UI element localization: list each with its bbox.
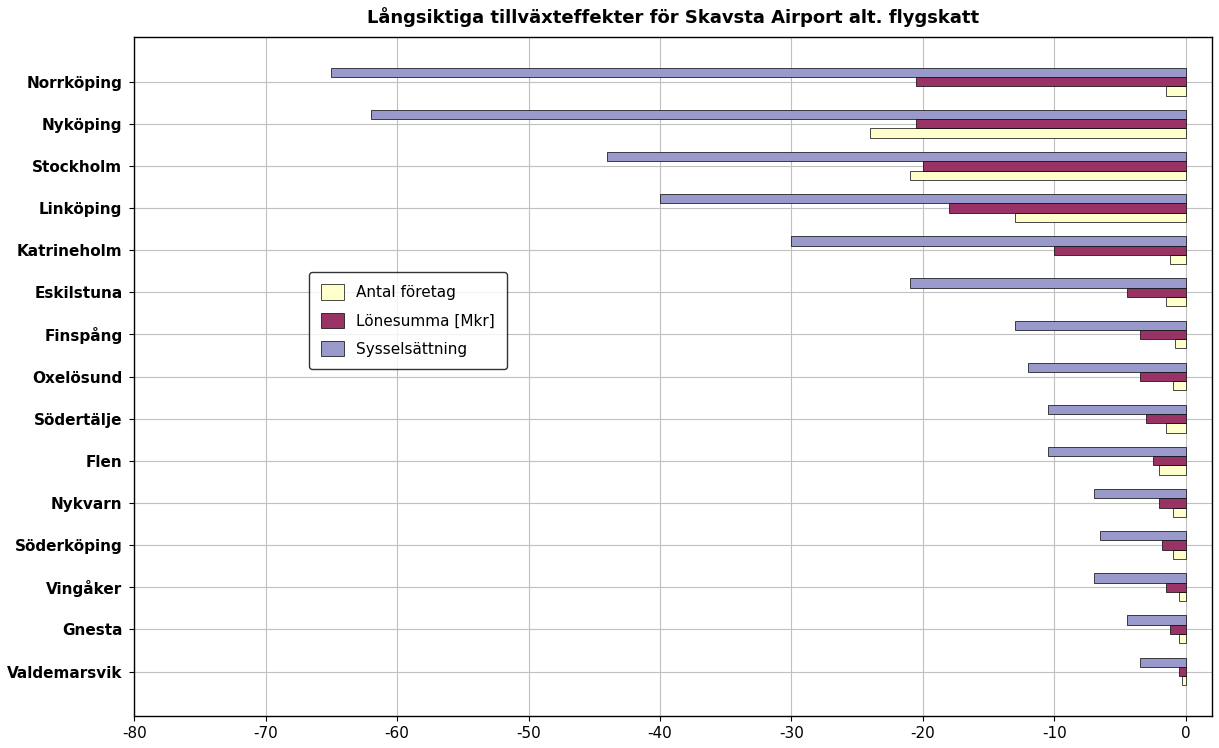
Bar [909, 278, 1186, 288]
Bar [1173, 550, 1186, 559]
Bar [1167, 583, 1186, 592]
Bar [1048, 447, 1186, 456]
Bar [1162, 541, 1186, 550]
Bar [371, 110, 1186, 119]
Bar [1179, 592, 1186, 601]
Bar [1140, 657, 1186, 667]
Bar [1048, 405, 1186, 414]
Bar [1159, 498, 1186, 508]
Bar [1101, 531, 1186, 541]
Bar [870, 129, 1186, 138]
Bar [917, 119, 1186, 129]
Bar [1167, 423, 1186, 432]
Bar [1182, 676, 1186, 685]
Bar [909, 171, 1186, 180]
Bar [917, 77, 1186, 86]
Bar [1175, 339, 1186, 349]
Bar [950, 203, 1186, 212]
Bar [659, 194, 1186, 203]
Bar [923, 162, 1186, 171]
Bar [1028, 363, 1186, 372]
Legend: Antal företag, Lönesumma [Mkr], Sysselsättning: Antal företag, Lönesumma [Mkr], Sysselsä… [308, 272, 507, 369]
Bar [1093, 574, 1186, 583]
Title: Långsiktiga tillväxteffekter för Skavsta Airport alt. flygskatt: Långsiktiga tillväxteffekter för Skavsta… [367, 7, 979, 27]
Bar [607, 152, 1186, 162]
Bar [1126, 288, 1186, 297]
Bar [1170, 255, 1186, 264]
Bar [1167, 86, 1186, 96]
Bar [1015, 321, 1186, 330]
Bar [1179, 634, 1186, 643]
Bar [791, 236, 1186, 245]
Bar [1167, 297, 1186, 306]
Bar [1140, 372, 1186, 381]
Bar [1159, 465, 1186, 475]
Bar [1126, 616, 1186, 625]
Bar [1173, 508, 1186, 517]
Bar [1015, 212, 1186, 222]
Bar [332, 68, 1186, 77]
Bar [1140, 330, 1186, 339]
Bar [1179, 667, 1186, 676]
Bar [1173, 381, 1186, 390]
Bar [1093, 489, 1186, 498]
Bar [1054, 245, 1186, 255]
Bar [1170, 625, 1186, 634]
Bar [1153, 456, 1186, 465]
Bar [1146, 414, 1186, 423]
